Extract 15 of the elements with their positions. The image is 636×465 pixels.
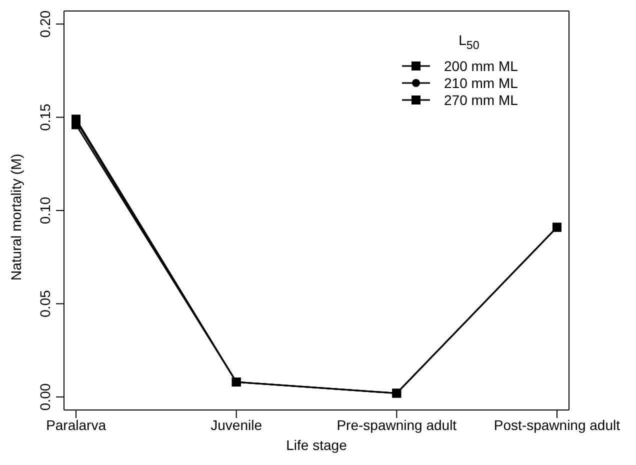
legend-title: L$_{50}$ bbox=[458, 32, 480, 52]
legend-label: 210 mm ML bbox=[444, 75, 518, 92]
legend-label: 270 mm ML bbox=[444, 92, 518, 108]
y-tick-label: 0.10 bbox=[37, 196, 53, 224]
legend-label: 200 mm ML bbox=[444, 58, 518, 74]
y-tick-label: 0.05 bbox=[37, 290, 53, 318]
x-tick-label: Pre-spawning adult bbox=[336, 416, 457, 433]
x-axis-title: Life stage bbox=[286, 437, 348, 453]
y-tick-label: 0.15 bbox=[37, 103, 53, 131]
y-tick-label: 0.00 bbox=[37, 383, 53, 411]
y-tick-label: 0.20 bbox=[37, 10, 53, 38]
x-tick-label: Post-spawning adult bbox=[494, 416, 620, 433]
x-tick-label: Paralarva bbox=[46, 416, 106, 433]
x-tick-label: Juvenile bbox=[210, 416, 262, 433]
y-axis-title: Natural mortality (M) bbox=[8, 154, 24, 280]
